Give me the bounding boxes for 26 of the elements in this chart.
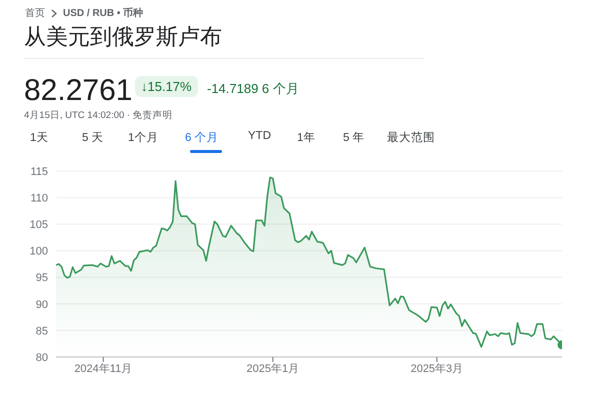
- text: 1年: [297, 130, 316, 145]
- text: 首页: [25, 7, 45, 20]
- y-tick-label: 105: [30, 219, 48, 232]
- y-tick-label: 115: [30, 166, 48, 178]
- y-tick-label: 110: [30, 192, 48, 204]
- text: 1天: [30, 131, 48, 145]
- text: 最大范围: [387, 130, 435, 145]
- y-tick-label: 90: [36, 298, 48, 311]
- chart-title: 从美元到俄罗斯卢布: [24, 23, 222, 51]
- text: 6 个月: [185, 130, 219, 145]
- y-tick-label: 100: [30, 246, 48, 258]
- y-tick-label: 95: [36, 272, 48, 284]
- text: 82.2761: [24, 74, 132, 108]
- text: 1个月: [128, 130, 158, 145]
- x-tick-label: 2025年1月: [246, 362, 300, 375]
- text: 4月15日, UTC 14:02:00 · 免责声明: [24, 109, 173, 122]
- y-tick-label: 85: [36, 325, 48, 338]
- x-tick-label: 2025年3月: [410, 362, 464, 375]
- text: USD / RUB • 币种: [63, 6, 144, 20]
- x-tick-label: 2024年11月: [74, 362, 132, 375]
- text: 5 天: [82, 131, 104, 145]
- text: 5 年: [343, 130, 365, 145]
- text: -14.7189 6 个月: [207, 80, 299, 98]
- y-tick-label: 80: [36, 352, 48, 364]
- text: ↓15.17%: [135, 76, 198, 97]
- text: YTD: [248, 130, 271, 142]
